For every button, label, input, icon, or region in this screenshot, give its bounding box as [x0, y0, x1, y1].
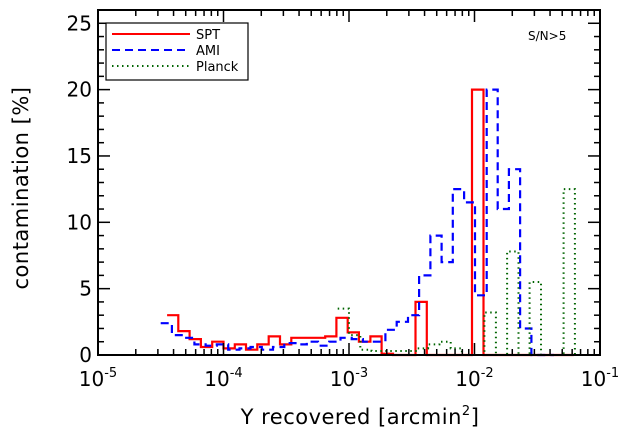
series-layer	[160, 88, 598, 357]
x-tick-label: 10-1	[581, 366, 619, 391]
x-tick-label: 10-2	[455, 366, 493, 391]
y-tick-label: 5	[79, 277, 92, 301]
x-axis-title: Y recovered [arcmin2]	[240, 404, 480, 429]
x-tick-label: 10-4	[204, 366, 242, 391]
y-tick-labels: 0 5 10 15 20 25	[67, 11, 92, 367]
x-tick-label: 10-3	[330, 366, 368, 391]
legend-label-spt: SPT	[196, 28, 220, 43]
y-tick-label: 20	[67, 78, 92, 102]
y-axis-title: contamination [%]	[9, 86, 33, 289]
series-spt-line	[167, 88, 574, 357]
annotation-snr: S/N>5	[528, 29, 566, 43]
x-tick-labels: 10-5 10-4 10-3 10-2 10-1	[79, 366, 619, 391]
x-tick-label: 10-5	[79, 366, 117, 391]
series-planck-line	[337, 188, 598, 356]
y-tick-label: 0	[79, 343, 92, 367]
x-axis-title-sup: 2	[462, 404, 471, 419]
legend-box	[105, 22, 249, 81]
y-tick-label: 10	[67, 210, 92, 234]
plot-frame	[97, 9, 601, 356]
legend-label-planck: Planck	[196, 60, 239, 75]
x-axis-title-main: Y recovered [arcmin	[240, 405, 462, 429]
series-ami-line	[160, 88, 554, 357]
y-tick-label: 15	[67, 144, 92, 168]
x-axis-title-close: ]	[471, 405, 480, 429]
legend-label-ami: AMI	[196, 44, 220, 59]
y-tick-label: 25	[67, 11, 92, 35]
